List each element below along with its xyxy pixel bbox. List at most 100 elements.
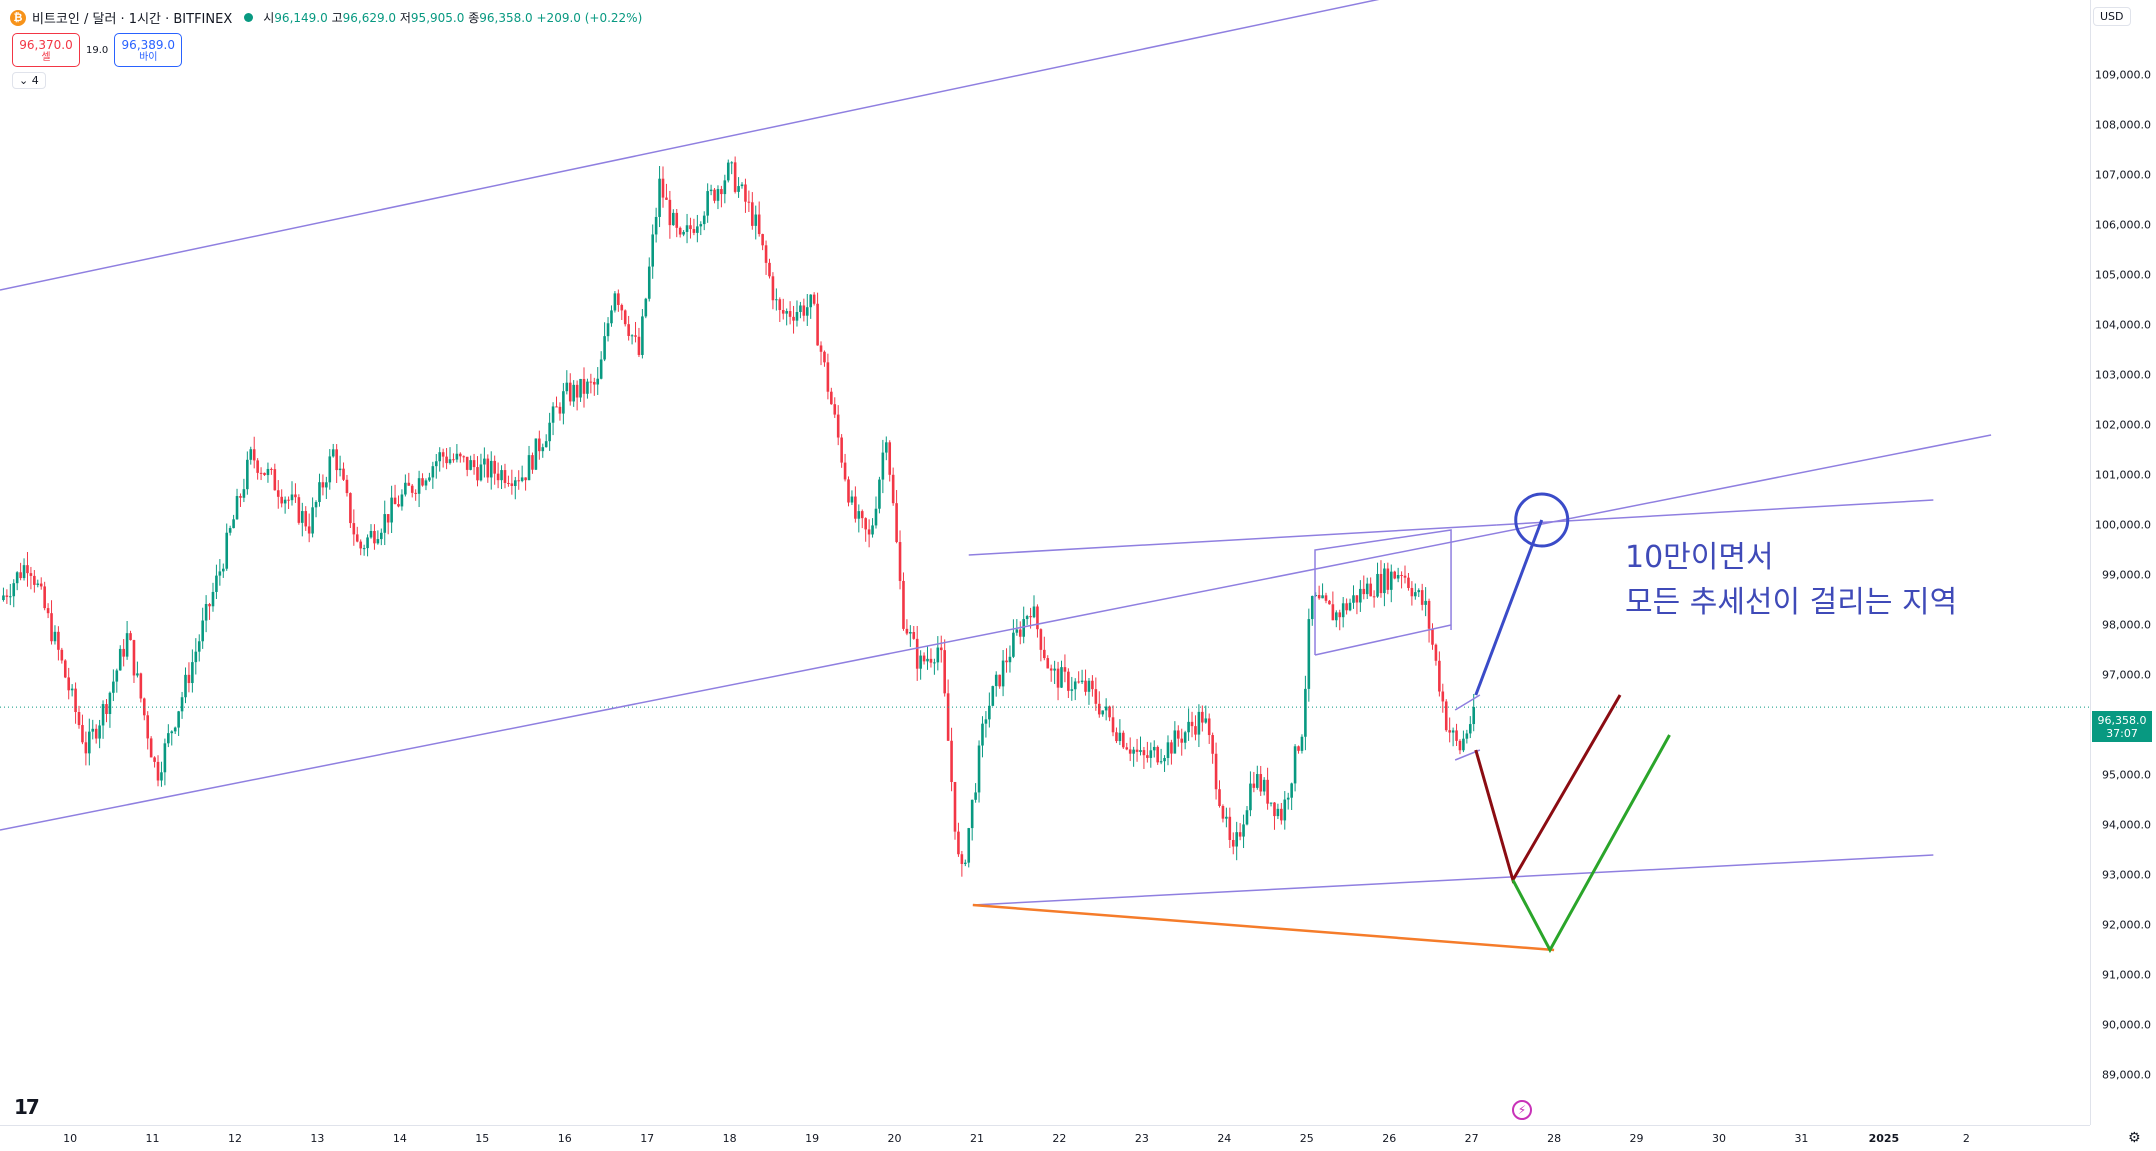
price-axis[interactable]: 89,000.0 90,000.0 91,000.0 92,000.0 93,000.0… — [2090, 0, 2156, 1125]
change-value: +209.0 (+0.22%) — [536, 11, 643, 25]
candle-body — [1468, 724, 1472, 734]
candle-body — [1434, 644, 1438, 661]
time-tick-label: 2 — [1962, 1132, 1970, 1145]
candle-body — [685, 225, 689, 232]
candle-body — [953, 782, 957, 832]
tradingview-logo-icon[interactable]: 17 — [14, 1095, 40, 1119]
candle-body — [149, 738, 153, 758]
candle-body — [235, 496, 239, 520]
candle-body — [795, 311, 799, 321]
candle-body — [744, 184, 747, 202]
candle-body — [1029, 616, 1032, 618]
candle-body — [524, 477, 527, 481]
candle-body — [156, 761, 160, 781]
candle-body — [1396, 574, 1400, 579]
candle-body — [1348, 602, 1352, 611]
candle-body — [1355, 595, 1359, 603]
flash-icon[interactable]: ⚡ — [1512, 1100, 1532, 1120]
candle-body — [1132, 749, 1135, 754]
time-tick-label: 21 — [969, 1132, 984, 1145]
candle-body — [805, 307, 809, 316]
candle-body — [565, 382, 569, 392]
candle-body — [757, 214, 761, 235]
candle-body — [325, 482, 328, 488]
candle-body — [1097, 703, 1101, 715]
candle-body — [445, 456, 448, 464]
chart-canvas[interactable] — [0, 0, 2090, 1125]
candle-body — [366, 537, 369, 549]
candle-body — [342, 468, 345, 480]
candle-body — [599, 359, 603, 379]
candle-body — [197, 641, 201, 652]
price-tick-label: 108,000.0 — [2095, 118, 2151, 132]
chart-annotation[interactable]: 10만이면서 모든 추세선이 걸리는 지역 — [1625, 540, 1958, 620]
time-tick-label: 17 — [640, 1132, 655, 1145]
candle-body — [939, 647, 943, 651]
candle-body — [208, 604, 211, 607]
candle-body — [699, 224, 703, 227]
candle-body — [1218, 789, 1221, 807]
candle-body — [637, 336, 641, 355]
candle-body — [307, 526, 311, 534]
candle-body — [1180, 738, 1184, 743]
time-tick-label: 15 — [475, 1132, 490, 1145]
candle-body — [163, 743, 167, 773]
ohlc-values: 시96,149.0 고96,629.0 저95,905.0 종96,358.0 … — [263, 11, 643, 25]
candle-body — [5, 595, 9, 597]
candle-body — [1262, 779, 1266, 792]
candle-body — [668, 199, 672, 226]
candle-body — [527, 455, 531, 481]
candle-body — [1101, 710, 1105, 715]
candle-body — [895, 503, 898, 543]
candle-body — [647, 266, 651, 299]
candle-body — [129, 633, 132, 641]
candle-body — [1173, 730, 1177, 754]
candle-body — [641, 316, 644, 355]
candle-body — [747, 201, 751, 203]
candle-body — [531, 455, 534, 470]
candle-body — [1194, 726, 1197, 735]
candle-body — [29, 573, 33, 576]
currency-select[interactable]: USD — [2093, 7, 2131, 26]
sell-button[interactable]: 96,370.0 셀 — [12, 33, 80, 67]
candle-body — [314, 502, 318, 508]
candle-body — [1444, 701, 1448, 731]
candle-body — [204, 604, 208, 621]
time-tick-label: 23 — [1134, 1132, 1149, 1145]
candle-body — [672, 212, 675, 226]
symbol-title[interactable]: 비트코인 / 달러 · 1시간 · BITFINEX — [32, 12, 233, 27]
candle-body — [170, 731, 174, 734]
buy-button[interactable]: 96,389.0 바이 — [114, 33, 183, 67]
candle-body — [1015, 629, 1019, 633]
candle-body — [544, 441, 548, 448]
candle-body — [713, 189, 716, 201]
candle-body — [167, 733, 170, 744]
candle-body — [136, 673, 139, 676]
time-tick-label: 26 — [1382, 1132, 1397, 1145]
indicators-toggle-button[interactable]: ⌄ 4 — [12, 72, 46, 89]
candle-body — [19, 572, 22, 579]
candle-body — [1032, 606, 1036, 618]
candle-body — [596, 378, 600, 385]
candle-body — [462, 456, 466, 458]
candle-body — [974, 792, 977, 800]
candle-body — [352, 523, 356, 535]
quote-panel: 96,370.0 셀 19.0 96,389.0 바이 — [12, 33, 183, 67]
candle-body — [184, 674, 187, 698]
candle-body — [496, 473, 500, 481]
candle-body — [1039, 629, 1043, 650]
candle-body — [359, 541, 363, 549]
candle-body — [503, 470, 507, 483]
candle-body — [112, 681, 115, 693]
candle-body — [9, 596, 12, 598]
candle-body — [874, 508, 878, 526]
time-axis[interactable]: 10 11 12 13 14 15 16 17 18 19 20 21 22 23 24 25 26 27 28 29… — [0, 1125, 2090, 1151]
settings-gear-icon[interactable]: ⚙ — [2128, 1130, 2141, 1146]
candle-body — [912, 632, 916, 639]
candle-body — [1018, 629, 1022, 637]
candle-body — [43, 586, 46, 609]
candle-body — [1369, 583, 1372, 597]
candle-body — [1389, 571, 1393, 590]
candle-body — [610, 310, 613, 324]
price-chart[interactable] — [0, 0, 2090, 1125]
